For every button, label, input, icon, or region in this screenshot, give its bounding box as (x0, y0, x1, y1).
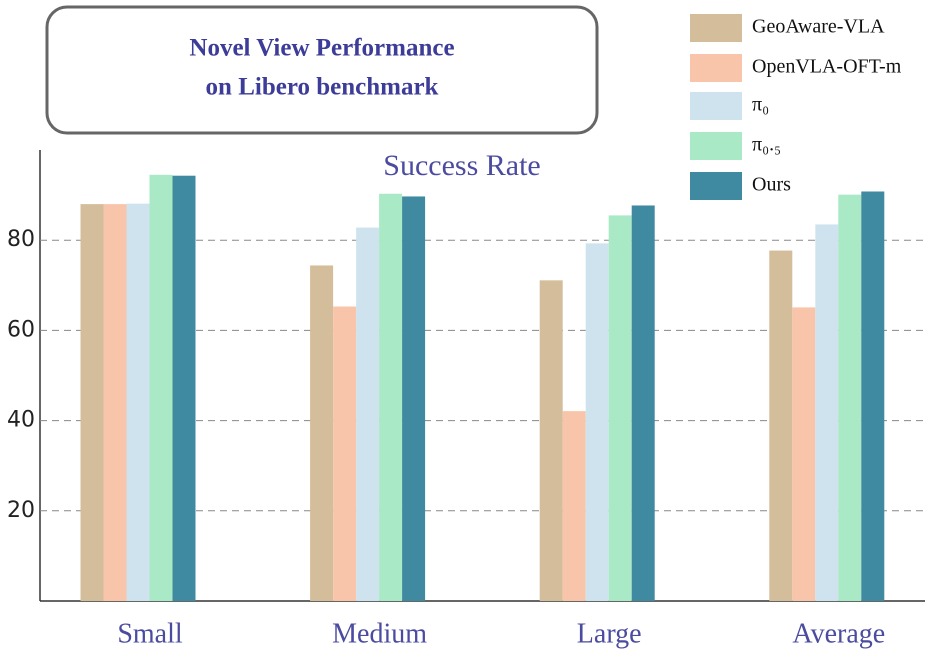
legend-label: OpenVLA-OFT-m (752, 56, 902, 78)
legend-swatch (690, 172, 742, 200)
chart-subtitle: Success Rate (383, 149, 540, 182)
legend-label: Ours (752, 174, 791, 196)
bar (838, 194, 862, 602)
bar (149, 174, 173, 601)
x-tick-label: Large (577, 618, 642, 649)
bar (356, 227, 380, 601)
bar (402, 196, 426, 601)
x-tick-label: Medium (332, 618, 427, 649)
y-tick-label: 60 (7, 317, 35, 342)
bar (126, 203, 150, 601)
title-box (45, 5, 599, 135)
x-tick-label: Average (792, 618, 885, 649)
bar (80, 204, 104, 601)
bar (608, 215, 632, 601)
y-tick-label: 20 (7, 498, 35, 523)
bar (103, 204, 127, 601)
bar (769, 250, 793, 601)
y-tick-label: 80 (7, 227, 35, 252)
legend-swatch (690, 54, 742, 82)
bar (333, 306, 357, 601)
bar (172, 175, 196, 601)
bar (815, 224, 839, 602)
bar (379, 193, 403, 601)
bar (562, 411, 586, 601)
x-tick-label: Small (117, 618, 183, 649)
chart-title: Novel View Performance (189, 35, 454, 62)
bar (792, 307, 816, 601)
legend-label: π₀ (752, 94, 769, 116)
legend-label: π₀.₅ (752, 134, 781, 156)
legend-swatch (690, 92, 742, 120)
legend-swatch (690, 14, 742, 42)
bar (310, 265, 334, 601)
y-tick-label: 40 (7, 408, 35, 433)
legend-swatch (690, 132, 742, 160)
chart-title: on Libero benchmark (206, 74, 439, 101)
bar (539, 280, 563, 601)
legend-label: GeoAware-VLA (752, 16, 885, 38)
bar (861, 191, 885, 601)
bar (631, 205, 655, 601)
bar (585, 243, 609, 601)
